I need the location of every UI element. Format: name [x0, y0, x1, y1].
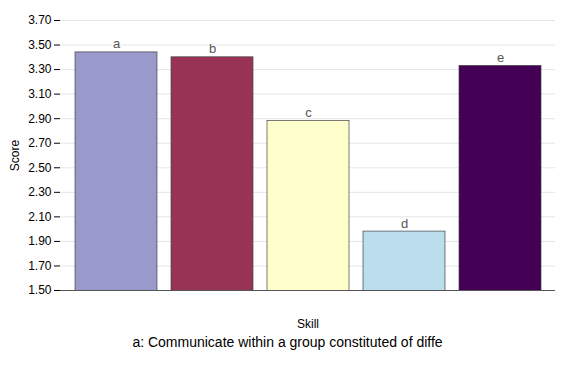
- svg-text:3.70: 3.70: [28, 13, 52, 27]
- svg-text:2.30: 2.30: [28, 185, 52, 199]
- svg-text:a: a: [113, 36, 121, 51]
- svg-text:e: e: [497, 50, 504, 65]
- svg-text:1.70: 1.70: [28, 259, 52, 273]
- svg-text:c: c: [305, 105, 312, 120]
- svg-text:3.50: 3.50: [28, 38, 52, 52]
- svg-text:3.10: 3.10: [28, 87, 52, 101]
- svg-text:d: d: [401, 216, 408, 231]
- svg-text:2.90: 2.90: [28, 112, 52, 126]
- svg-text:2.70: 2.70: [28, 136, 52, 150]
- svg-text:2.50: 2.50: [28, 161, 52, 175]
- html-text:a: Communicate within a group: a: Communicate within a group constitute…: [132, 334, 443, 350]
- svg-text:3.30: 3.30: [28, 62, 52, 76]
- svg-text:b: b: [209, 41, 216, 56]
- svg-text:2.10: 2.10: [28, 210, 52, 224]
- svg-text:1.90: 1.90: [28, 234, 52, 248]
- svg-text:1.50: 1.50: [28, 283, 52, 297]
- svg-text:Skill: Skill: [297, 317, 319, 331]
- svg-text:Score: Score: [8, 140, 22, 172]
